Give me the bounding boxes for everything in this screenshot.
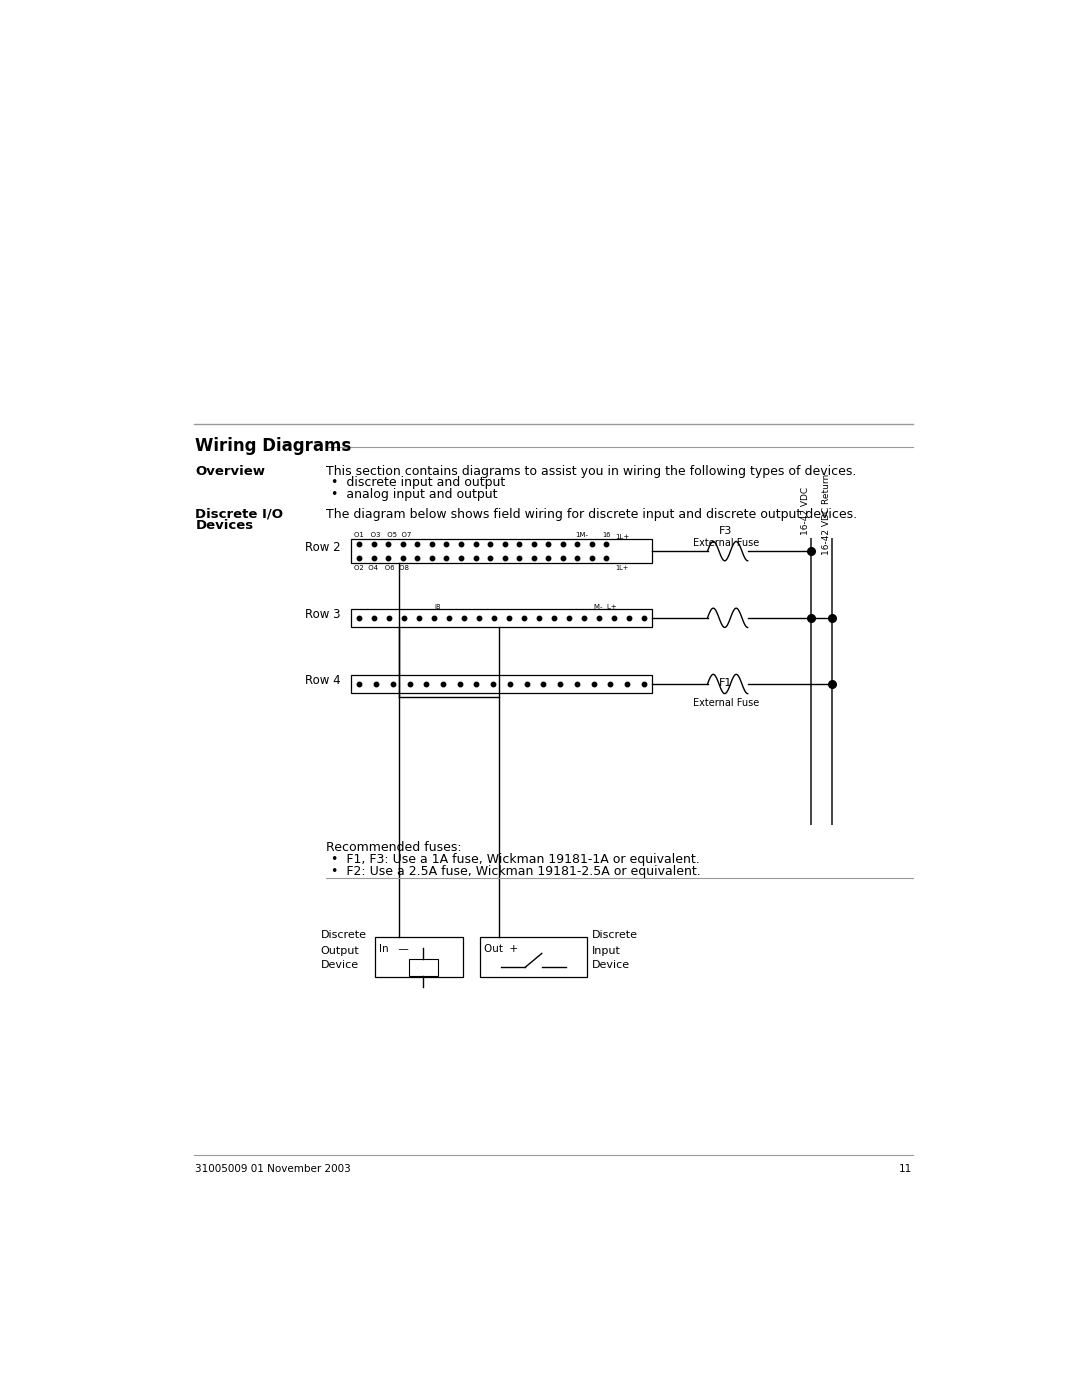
Text: 16-42 VDC Return: 16-42 VDC Return: [822, 474, 832, 556]
Text: 11: 11: [899, 1164, 912, 1173]
Text: The diagram below shows field wiring for discrete input and discrete output devi: The diagram below shows field wiring for…: [326, 507, 856, 521]
Text: External Fuse: External Fuse: [692, 538, 759, 548]
Text: In   —: In —: [379, 944, 409, 954]
Text: 1M-: 1M-: [576, 532, 589, 538]
Text: Device: Device: [321, 960, 359, 971]
Text: M-  L+: M- L+: [594, 605, 617, 610]
Bar: [375, 937, 463, 977]
Text: Device: Device: [592, 960, 630, 971]
Text: Out  +: Out +: [484, 944, 518, 954]
Text: This section contains diagrams to assist you in wiring the following types of de: This section contains diagrams to assist…: [326, 465, 856, 478]
Text: Discrete: Discrete: [321, 930, 367, 940]
Text: 1L+: 1L+: [616, 564, 629, 570]
Text: •  analog input and output: • analog input and output: [330, 488, 498, 502]
Text: External Fuse: External Fuse: [692, 698, 759, 708]
Text: Wiring Diagrams: Wiring Diagrams: [195, 437, 351, 454]
Text: Overview: Overview: [195, 465, 266, 478]
Text: O1   O3   O5  O7: O1 O3 O5 O7: [354, 532, 411, 538]
Text: •  F2: Use a 2.5A fuse, Wickman 19181-2.5A or equivalent.: • F2: Use a 2.5A fuse, Wickman 19181-2.5…: [330, 865, 701, 877]
Text: F3: F3: [719, 527, 732, 536]
Bar: [409, 958, 437, 977]
Text: Devices: Devices: [195, 520, 254, 532]
Text: Discrete: Discrete: [592, 930, 638, 940]
Text: Input: Input: [592, 946, 621, 957]
Bar: [351, 675, 652, 693]
Text: Row 3: Row 3: [305, 608, 340, 622]
Text: Row 2: Row 2: [305, 542, 340, 555]
Text: F1: F1: [719, 678, 732, 687]
Text: 16-42 VDC: 16-42 VDC: [801, 488, 810, 535]
Bar: [351, 539, 652, 563]
Bar: [351, 609, 652, 627]
Text: •  discrete input and output: • discrete input and output: [330, 476, 505, 489]
Text: Recommended fuses:: Recommended fuses:: [326, 841, 461, 854]
Text: I8: I8: [434, 605, 441, 610]
Text: Row 4: Row 4: [305, 675, 340, 687]
Bar: [480, 937, 588, 977]
Text: O2  O4   O6  O8: O2 O4 O6 O8: [354, 564, 409, 570]
Text: 31005009 01 November 2003: 31005009 01 November 2003: [195, 1164, 351, 1173]
Text: 1L+: 1L+: [616, 535, 630, 541]
Text: Output: Output: [321, 946, 360, 957]
Text: Discrete I/O: Discrete I/O: [195, 507, 283, 521]
Text: •  F1, F3: Use a 1A fuse, Wickman 19181-1A or equivalent.: • F1, F3: Use a 1A fuse, Wickman 19181-1…: [330, 852, 700, 866]
Text: 16: 16: [602, 532, 610, 538]
